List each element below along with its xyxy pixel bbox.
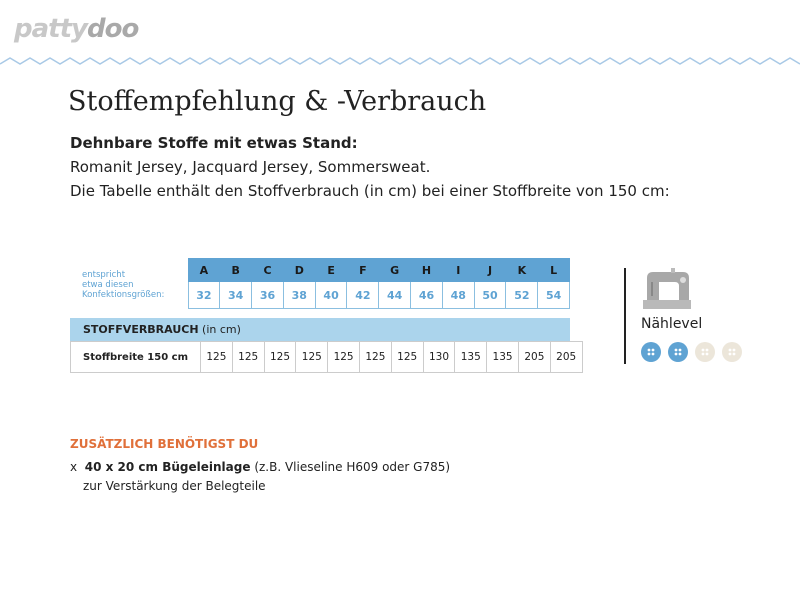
size-letter: A [188, 258, 220, 282]
usage-value: 125 [200, 341, 233, 373]
size-letter: L [537, 258, 570, 282]
size-number: 48 [441, 282, 475, 309]
usage-value: 135 [486, 341, 519, 373]
usage-value: 125 [390, 341, 424, 373]
size-letter: G [378, 258, 411, 282]
usage-value: 125 [231, 341, 265, 373]
usage-value: 125 [358, 341, 392, 373]
usage-value: 125 [263, 341, 297, 373]
table-note: Die Tabelle enthält den Stoffverbrauch (… [70, 182, 670, 200]
subtitle: Dehnbare Stoffe mit etwas Stand: [70, 134, 358, 152]
page-title: Stoffempfehlung & -Verbrauch [68, 86, 487, 117]
size-number: 46 [410, 282, 443, 309]
usage-label: Stoffbreite 150 cm [70, 341, 201, 373]
extra-item: x 40 x 20 cm Bügeleinlage (z.B. Vlieseli… [70, 460, 451, 474]
extra-item-detail: zur Verstärkung der Belegteile [83, 479, 266, 493]
usage-value: 205 [517, 341, 551, 373]
size-number: 36 [251, 282, 284, 309]
level-button-icon [695, 342, 715, 362]
size-number: 40 [314, 282, 348, 309]
level-button-icon [641, 342, 661, 362]
size-number: 32 [187, 282, 221, 309]
size-letter: E [315, 258, 347, 282]
size-letter: K [505, 258, 538, 282]
size-number: 38 [282, 282, 316, 309]
usage-value: 130 [422, 341, 456, 373]
fabric-list: Romanit Jersey, Jacquard Jersey, Sommers… [70, 158, 431, 176]
size-number: 54 [537, 282, 571, 309]
level-button-icon [722, 342, 742, 362]
size-letter: H [410, 258, 443, 282]
size-number: 44 [378, 282, 412, 309]
wave-divider [0, 57, 800, 65]
size-number: 52 [505, 282, 539, 309]
size-number: 34 [219, 282, 253, 309]
logo: pattydoo [14, 14, 139, 44]
size-number: 42 [346, 282, 380, 309]
size-label: entspricht etwa diesen Konfektionsgrößen: [82, 270, 165, 300]
sewing-level-label: Nählevel [641, 316, 703, 332]
extra-heading: ZUSÄTZLICH BENÖTIGST DU [70, 437, 259, 451]
size-letter: J [474, 258, 506, 282]
level-button-icon [668, 342, 688, 362]
sewing-machine-icon [643, 268, 691, 309]
usage-value: 125 [295, 341, 329, 373]
usage-header: STOFFVERBRAUCH (in cm) [70, 318, 570, 341]
size-number: 50 [473, 282, 507, 309]
size-letter: C [251, 258, 284, 282]
usage-value: 205 [549, 341, 583, 373]
size-letter: F [346, 258, 379, 282]
size-letter: B [219, 258, 252, 282]
usage-value: 135 [454, 341, 488, 373]
usage-value: 125 [327, 341, 360, 373]
size-letter: I [442, 258, 475, 282]
divider [624, 268, 626, 364]
size-letter: D [283, 258, 316, 282]
usage-table: Stoffbreite 150 cm 125 125 125 125 125 125 125 1… [70, 341, 583, 373]
